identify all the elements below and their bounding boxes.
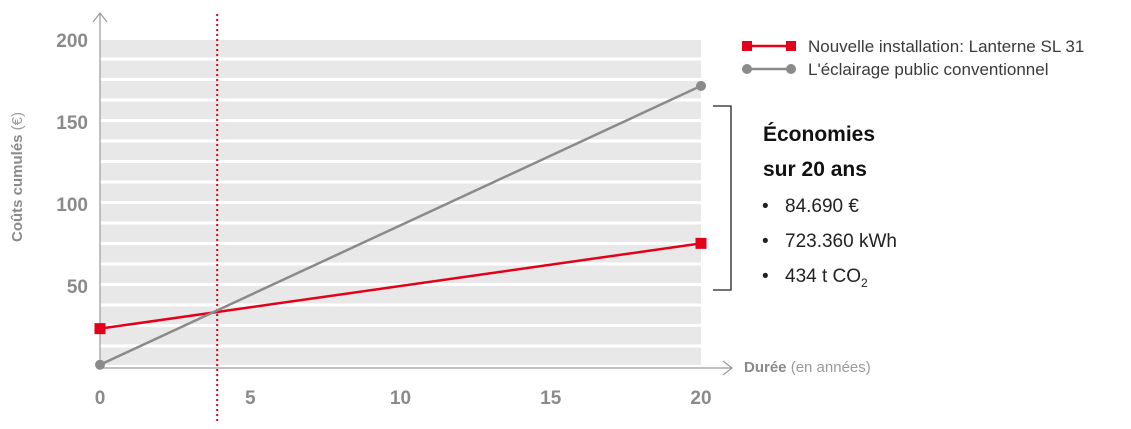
y-tick-label: 100 bbox=[56, 195, 88, 216]
grid-band bbox=[100, 245, 701, 263]
savings-bullet: • bbox=[762, 266, 769, 287]
data-point bbox=[696, 80, 706, 91]
y-tick-label: 50 bbox=[67, 277, 88, 298]
legend-label-new: Nouvelle installation: Lanterne SL 31 bbox=[808, 37, 1084, 56]
x-tick-label: 10 bbox=[390, 388, 411, 409]
x-axis-title: Durée (en années) bbox=[744, 359, 871, 376]
axes bbox=[92, 12, 733, 376]
grid-bands bbox=[100, 40, 701, 365]
grid-band bbox=[100, 60, 701, 78]
savings-item-co2: 434 t CO2 bbox=[785, 266, 868, 290]
x-axis-arrow bbox=[722, 360, 733, 376]
savings-bracket bbox=[713, 105, 732, 291]
grid-band bbox=[100, 122, 701, 140]
data-point bbox=[94, 323, 106, 335]
savings-item-energy: 723.360 kWh bbox=[785, 231, 897, 252]
legend: Nouvelle installation: Lanterne SL 31 L'… bbox=[742, 37, 1084, 79]
legend-label-conventional: L'éclairage public conventionnel bbox=[808, 60, 1048, 79]
y-tick-label: 200 bbox=[56, 31, 88, 52]
grid-band bbox=[100, 101, 701, 119]
series-layer bbox=[94, 80, 707, 370]
savings-bullet: • bbox=[762, 196, 769, 217]
grid-band bbox=[100, 204, 701, 222]
x-tick-label: 20 bbox=[690, 388, 711, 409]
grid-band bbox=[100, 183, 701, 201]
y-tick-label: 150 bbox=[56, 113, 88, 134]
savings-title-line1: Économies bbox=[763, 123, 875, 146]
grid-band bbox=[100, 327, 701, 345]
legend-marker-circle bbox=[742, 64, 752, 74]
grid-band bbox=[100, 40, 701, 58]
grid-band bbox=[100, 81, 701, 99]
legend-marker-square bbox=[742, 41, 752, 51]
x-tick-label: 15 bbox=[540, 388, 562, 409]
savings-block: Économies sur 20 ans • 84.690 € • 723.36… bbox=[762, 123, 897, 290]
x-tick-label: 0 bbox=[95, 388, 106, 409]
grid-band bbox=[100, 347, 701, 365]
y-axis-arrow bbox=[92, 12, 108, 23]
grid-band bbox=[100, 286, 701, 304]
savings-bullet: • bbox=[762, 231, 769, 252]
grid-band bbox=[100, 265, 701, 283]
data-point bbox=[695, 237, 707, 249]
savings-title-line2: sur 20 ans bbox=[763, 158, 867, 181]
grid-band bbox=[100, 142, 701, 160]
legend-item-new-installation: Nouvelle installation: Lanterne SL 31 bbox=[742, 37, 1084, 56]
y-axis-title: Coûts cumulés (€) bbox=[9, 112, 26, 242]
grid-band bbox=[100, 163, 701, 181]
x-tick-label: 5 bbox=[245, 388, 256, 409]
grid-band bbox=[100, 224, 701, 242]
series-line-conventional bbox=[99, 84, 702, 366]
series-line-new-installation bbox=[99, 242, 702, 330]
legend-marker-circle bbox=[786, 64, 796, 74]
savings-item-money: 84.690 € bbox=[785, 196, 859, 217]
tick-labels: 0 5 10 15 20 50 100 150 200 bbox=[56, 31, 711, 409]
legend-item-conventional: L'éclairage public conventionnel bbox=[742, 60, 1048, 79]
grid-band bbox=[100, 306, 701, 324]
legend-marker-square bbox=[786, 41, 796, 51]
data-point bbox=[95, 359, 105, 370]
